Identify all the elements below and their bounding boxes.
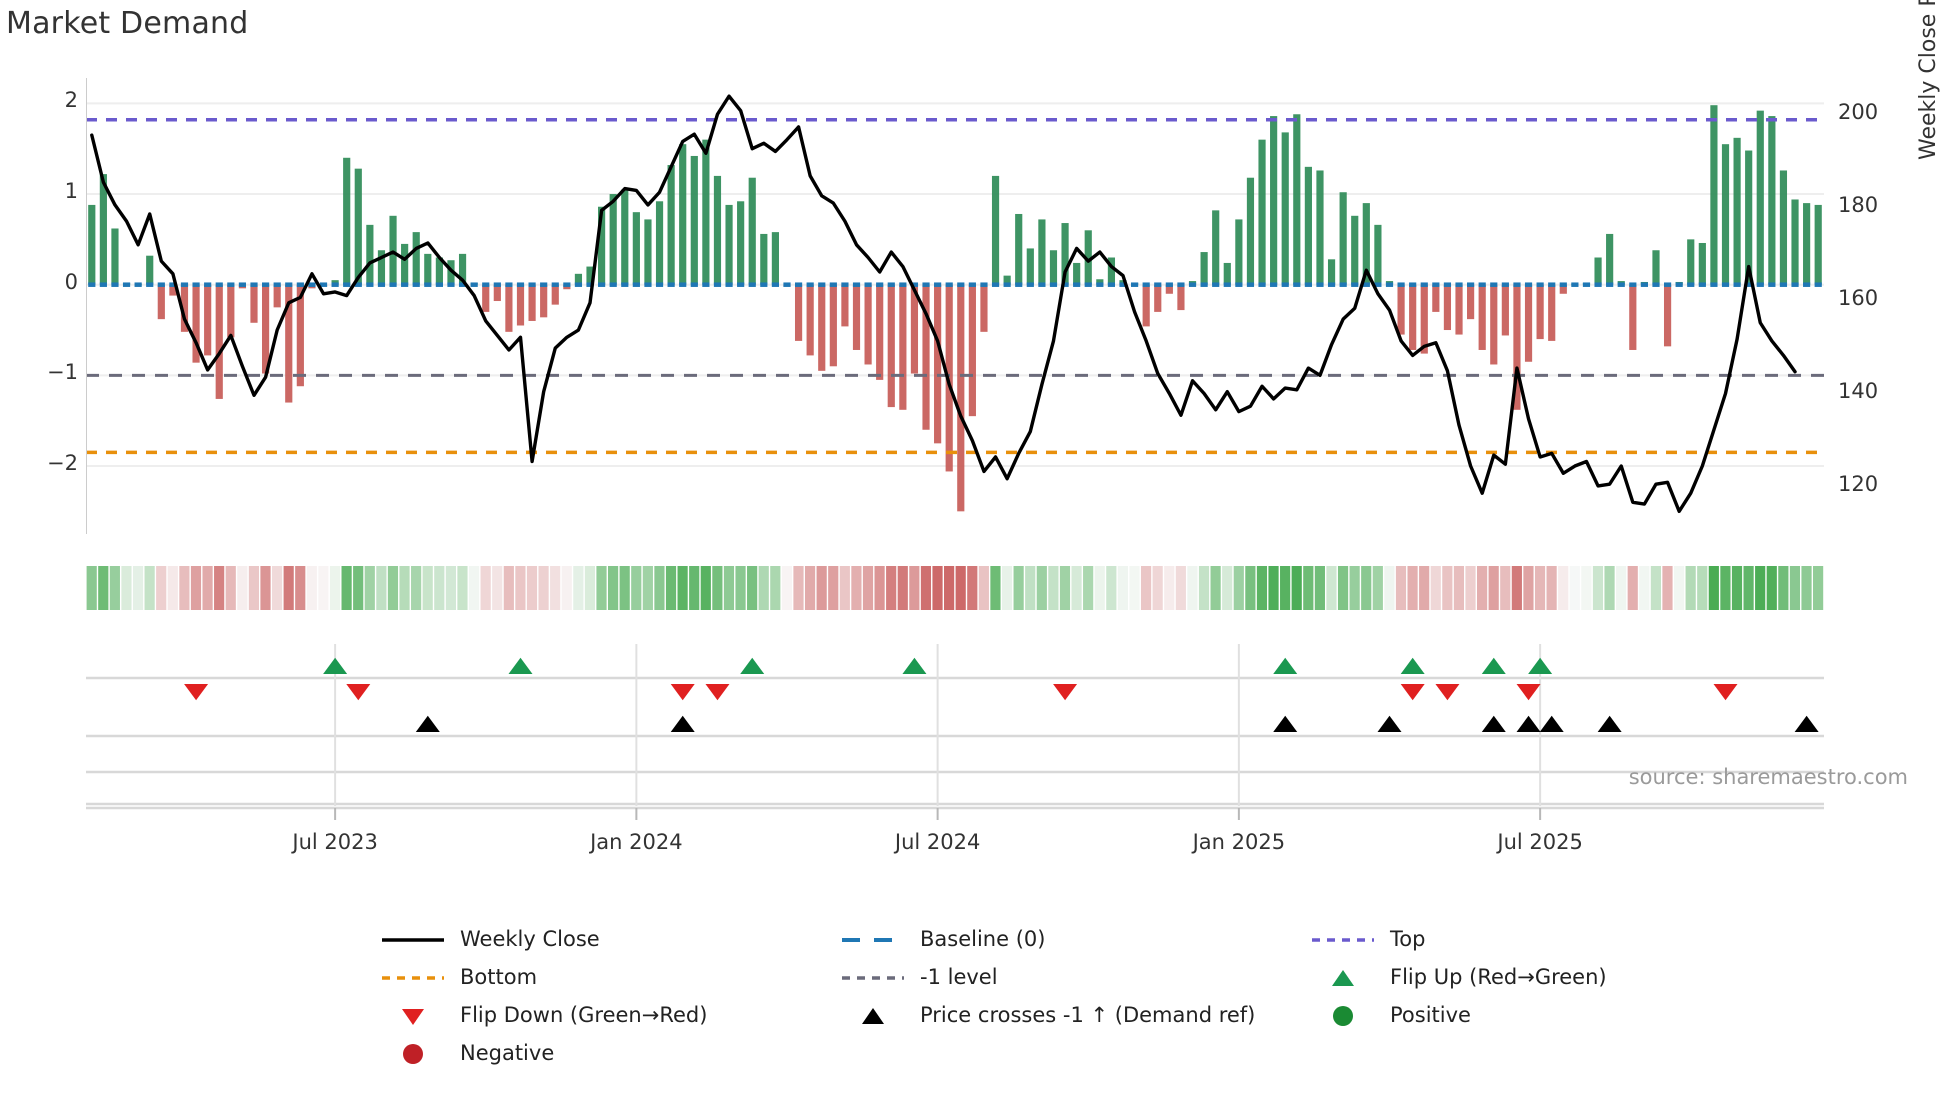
x-axis-svg [86, 806, 1824, 820]
flip-up-marker [902, 657, 927, 674]
flip-up-marker [508, 657, 533, 674]
flip-up-marker [1481, 657, 1506, 674]
x-tick-label: Jan 2025 [1192, 830, 1286, 854]
page-title: Market Demand [6, 6, 249, 41]
legend-item[interactable]: Negative [380, 1041, 840, 1065]
y-tick-right: 140 [1838, 379, 1879, 404]
legend-label: Bottom [460, 965, 538, 989]
flip-up-marker [1528, 657, 1553, 674]
legend-dashed-line-icon [840, 928, 906, 950]
legend-label: Baseline (0) [920, 927, 1046, 951]
flip-down-marker [1516, 684, 1541, 701]
x-axis-row [86, 806, 1824, 832]
source-note: source: sharemaestro.com [1628, 765, 1908, 789]
legend-label: Top [1390, 927, 1426, 951]
legend-circle-icon [380, 1042, 446, 1064]
legend-item[interactable]: Flip Up (Red→Green) [1310, 965, 1660, 989]
legend-solid-line-icon [380, 928, 446, 950]
flip-down-marker [705, 684, 730, 701]
legend-item[interactable]: Positive [1310, 1003, 1660, 1027]
flip-up-marker [1273, 657, 1298, 674]
x-tick-label: Jan 2024 [590, 830, 683, 854]
flip-down-marker [1713, 684, 1738, 701]
y-tick-left: 0 [64, 269, 78, 294]
price-cross-marker [1481, 715, 1506, 732]
flip-up-marker [323, 657, 348, 674]
legend-dotted-line-icon [1310, 928, 1376, 950]
legend-item[interactable]: Price crosses -1 ↑ (Demand ref) [840, 1003, 1310, 1027]
demand-intensity-strip [86, 560, 1824, 616]
marks-svg [86, 644, 1824, 806]
price-cross-marker [1794, 715, 1819, 732]
x-tick-label: Jul 2024 [894, 830, 981, 854]
legend-label: Negative [460, 1041, 555, 1065]
y-tick-right: 160 [1838, 286, 1879, 311]
flip-down-marker [184, 684, 209, 701]
y-tick-right: 180 [1838, 193, 1879, 218]
legend-item[interactable]: Bottom [380, 965, 840, 989]
flip-down-marker [1053, 684, 1078, 701]
legend-label: Price crosses -1 ↑ (Demand ref) [920, 1003, 1256, 1027]
legend-item[interactable]: -1 level [840, 965, 1310, 989]
y-tick-right: 200 [1838, 100, 1879, 125]
legend-label: Weekly Close [460, 927, 600, 951]
legend-label: Flip Up (Red→Green) [1390, 965, 1607, 989]
price-cross-marker [1539, 715, 1564, 732]
price-cross-marker [1377, 715, 1402, 732]
legend-item[interactable]: Top [1310, 927, 1660, 951]
y-axis-label-right: Weekly Close Price [1916, 0, 1941, 160]
strip-svg [86, 566, 1824, 610]
y-tick-left: 1 [64, 179, 78, 204]
legend-triangle-up-icon [1310, 966, 1376, 988]
main-plot-area [86, 78, 1824, 534]
flip-down-marker [346, 684, 371, 701]
legend-item[interactable]: Flip Down (Green→Red) [380, 1003, 840, 1027]
price-cross-marker [1597, 715, 1622, 732]
legend-triangle-up-icon [840, 1004, 906, 1026]
flip-down-marker [670, 684, 695, 701]
y-tick-right: 120 [1838, 472, 1879, 497]
x-tick-label: Jul 2023 [292, 830, 378, 854]
y-tick-left: −2 [47, 451, 78, 475]
legend-label: Flip Down (Green→Red) [460, 1003, 708, 1027]
legend-triangle-down-icon [380, 1004, 446, 1026]
marker-rows-panel [86, 616, 1824, 806]
legend-item[interactable]: Baseline (0) [840, 927, 1310, 951]
x-tick-label: Jul 2025 [1497, 830, 1583, 854]
price-cross-marker [670, 715, 695, 732]
legend-label: -1 level [920, 965, 998, 989]
price-cross-marker [1516, 715, 1541, 732]
flip-down-marker [1400, 684, 1425, 701]
y-tick-left: 2 [64, 88, 78, 113]
flip-up-marker [1400, 657, 1425, 674]
legend-dotted-line-icon [840, 966, 906, 988]
price-cross-marker [1273, 715, 1298, 732]
y-tick-left: −1 [47, 360, 78, 385]
flip-up-marker [740, 657, 765, 674]
legend-dotted-line-icon [380, 966, 446, 988]
legend-item[interactable]: Weekly Close [380, 927, 840, 951]
chart-legend: Weekly Close Baseline (0) Top Bottom -1 leve… [380, 920, 1660, 1072]
plot-svg [86, 78, 1824, 534]
flip-down-marker [1435, 684, 1460, 701]
price-cross-marker [415, 715, 440, 732]
legend-label: Positive [1390, 1003, 1471, 1027]
legend-circle-icon [1310, 1004, 1376, 1026]
